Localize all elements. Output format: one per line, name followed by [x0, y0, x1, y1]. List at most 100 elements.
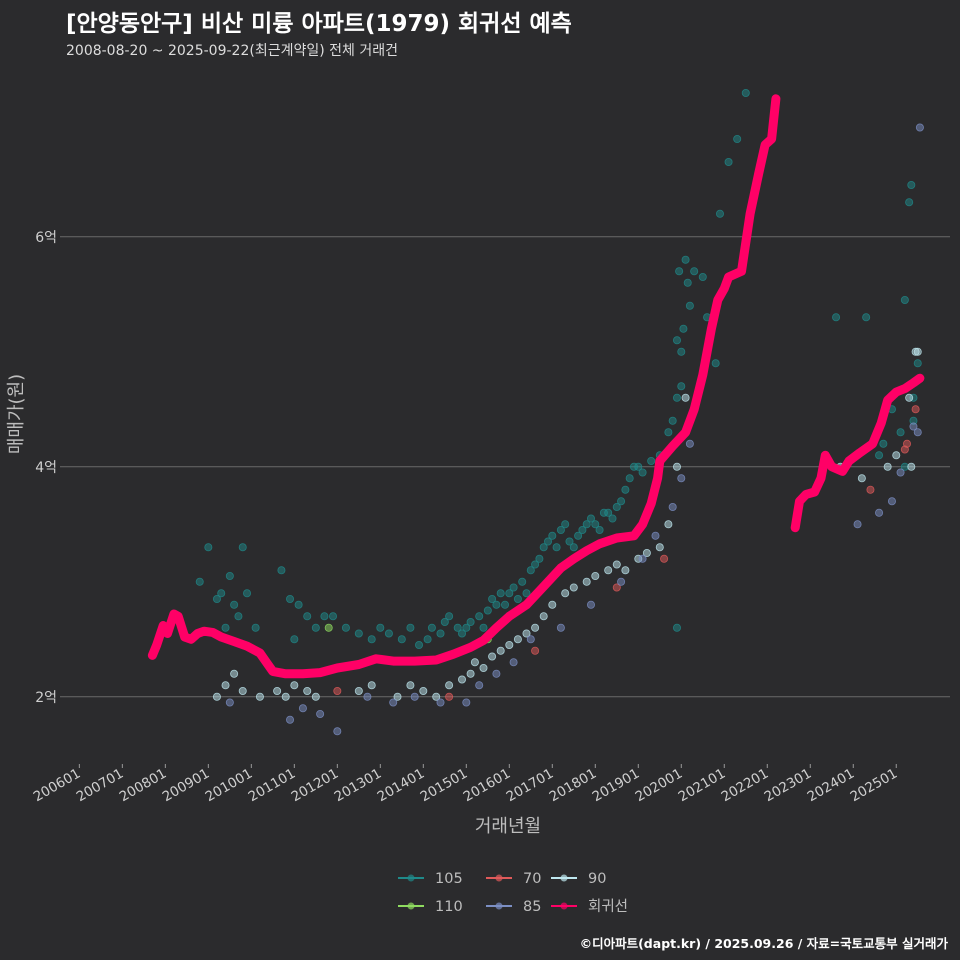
data-point-105: [625, 474, 634, 483]
data-point-105: [647, 456, 656, 465]
data-point-85: [333, 727, 342, 736]
data-point-105: [621, 485, 630, 494]
data-point-90: [488, 652, 497, 661]
data-point-105: [453, 623, 462, 632]
x-tick-label: 201301: [332, 766, 385, 806]
data-point-105: [513, 595, 522, 604]
data-point-105: [436, 629, 445, 638]
data-point-105: [230, 600, 239, 609]
legend-item-105[interactable]: 105: [398, 871, 463, 887]
data-point-70: [612, 583, 621, 592]
data-point-105: [711, 359, 720, 368]
data-point-105: [608, 514, 617, 523]
data-point-105: [286, 595, 295, 604]
data-point-90: [513, 635, 522, 644]
data-point-90: [367, 681, 376, 690]
data-point-85: [526, 635, 535, 644]
x-tick-label: 201701: [504, 766, 557, 806]
data-point-85: [462, 698, 471, 707]
data-point-105: [440, 618, 449, 627]
data-point-105: [574, 531, 583, 540]
legend-label: 85: [523, 899, 541, 915]
data-point-105: [367, 635, 376, 644]
data-point-105: [569, 543, 578, 552]
data-point-105: [320, 612, 329, 621]
legend-marker: [495, 874, 503, 882]
data-point-90: [445, 681, 454, 690]
data-point-90: [496, 646, 505, 655]
data-point-105: [535, 554, 544, 563]
data-point-90: [664, 520, 673, 529]
data-point-105: [586, 514, 595, 523]
data-point-90: [857, 474, 866, 483]
data-point-105: [479, 623, 488, 632]
data-point-70: [903, 439, 912, 448]
data-point-105: [354, 629, 363, 638]
data-point-105: [561, 520, 570, 529]
x-tick-label: 202301: [762, 766, 815, 806]
data-point-90: [907, 462, 916, 471]
data-point-70: [445, 692, 454, 701]
data-point-105: [634, 462, 643, 471]
data-point-85: [887, 497, 896, 506]
legend-label: 90: [588, 871, 606, 887]
data-point-90: [913, 347, 922, 356]
legend-item-90[interactable]: 90: [551, 871, 606, 887]
data-point-105: [715, 209, 724, 218]
data-point-90: [642, 549, 651, 558]
data-point-105: [488, 595, 497, 604]
legend-item-회귀선[interactable]: 회귀선: [551, 898, 628, 915]
data-point-105: [698, 272, 707, 281]
x-tick-label: 202001: [633, 766, 686, 806]
data-point-105: [548, 531, 557, 540]
data-point-85: [677, 474, 686, 483]
legend-item-85[interactable]: 85: [486, 899, 541, 915]
data-point-85: [853, 520, 862, 529]
data-point-90: [238, 687, 247, 696]
data-point-105: [397, 635, 406, 644]
data-point-90: [655, 543, 664, 552]
x-tick-label: 200701: [74, 766, 127, 806]
data-point-105: [212, 595, 221, 604]
data-point-105: [384, 629, 393, 638]
data-point-105: [294, 600, 303, 609]
legend-label: 105: [435, 871, 463, 887]
data-point-105: [905, 198, 914, 207]
data-point-90: [281, 692, 290, 701]
data-point-85: [896, 468, 905, 477]
data-point-105: [612, 502, 621, 511]
data-point-105: [675, 267, 684, 276]
data-point-105: [492, 600, 501, 609]
data-point-85: [436, 698, 445, 707]
legend-item-110[interactable]: 110: [398, 899, 463, 915]
grid-lines: [60, 236, 950, 698]
data-point-105: [672, 623, 681, 632]
data-point-90: [548, 600, 557, 609]
data-point-90: [561, 589, 570, 598]
data-point-90: [470, 658, 479, 667]
data-point-90: [604, 566, 613, 575]
data-point-85: [389, 698, 398, 707]
data-point-105: [733, 134, 742, 143]
data-point-90: [672, 462, 681, 471]
data-point-85: [286, 715, 295, 724]
data-point-105: [217, 589, 226, 598]
data-point-90: [255, 692, 264, 701]
data-point-105: [741, 89, 750, 98]
y-axis-label: 매매가(원): [6, 374, 27, 454]
x-tick-label: 201801: [547, 766, 600, 806]
regression-line-segment: [790, 373, 925, 533]
data-point-105: [509, 583, 518, 592]
data-point-105: [415, 641, 424, 650]
data-point-90: [905, 393, 914, 402]
data-point-85: [913, 428, 922, 437]
data-point-105: [595, 526, 604, 535]
data-point-105: [578, 526, 587, 535]
x-tick-label: 202501: [848, 766, 901, 806]
data-point-105: [500, 600, 509, 609]
data-point-90: [522, 629, 531, 638]
legend-item-70[interactable]: 70: [486, 871, 541, 887]
data-point-105: [238, 543, 247, 552]
data-point-90: [892, 451, 901, 460]
data-point-105: [672, 336, 681, 345]
